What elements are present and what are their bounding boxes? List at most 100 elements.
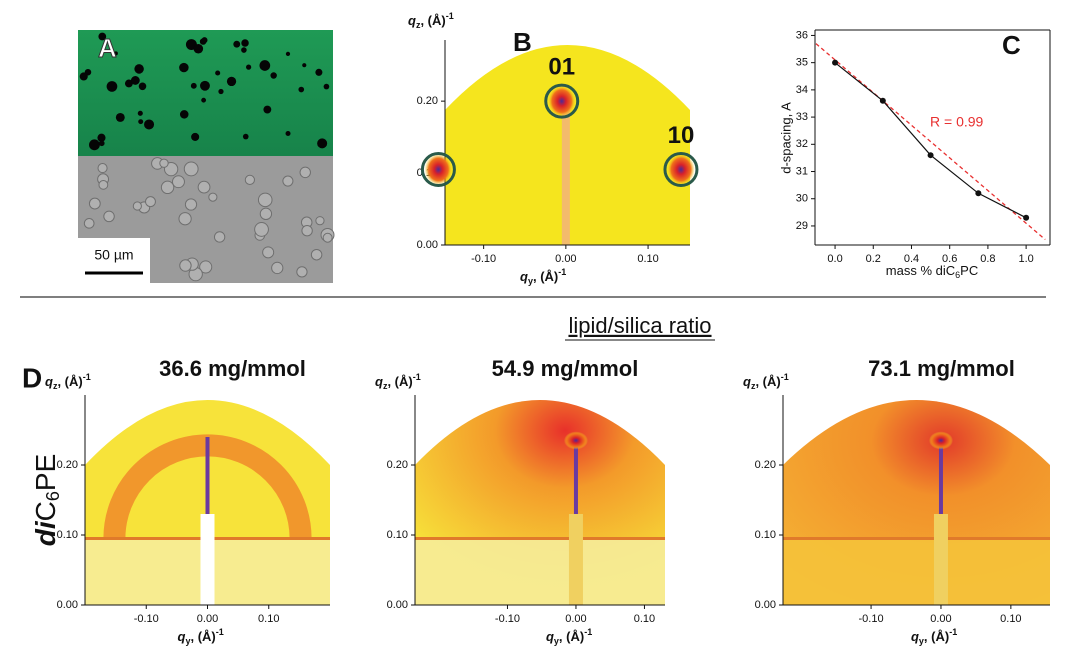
decor	[215, 70, 220, 75]
y-tick-label: 0.20	[387, 459, 408, 471]
x-axis-label: qy, (Å)-1	[911, 627, 957, 646]
decor	[161, 181, 173, 193]
y-tick-label: 35	[796, 57, 808, 69]
decor	[201, 98, 206, 103]
decor	[243, 134, 249, 140]
label-rest: PC	[960, 263, 978, 278]
label-main: mass % diC	[886, 263, 955, 278]
y-tick-label: 32	[796, 138, 808, 150]
decor	[133, 202, 141, 210]
decor	[198, 181, 210, 193]
x-axis-label: qy, (Å)-1	[178, 627, 224, 646]
superscript: -1	[216, 627, 224, 637]
superscript: -1	[413, 372, 421, 382]
decor	[246, 65, 251, 70]
label-main: C	[30, 501, 61, 521]
decor	[562, 101, 570, 245]
decor	[89, 198, 100, 209]
unit: , (Å)	[559, 629, 584, 644]
x-tick-label: 1.0	[1018, 253, 1033, 265]
y-tick-label: 31	[796, 165, 808, 177]
decor	[315, 69, 322, 76]
decor	[200, 38, 206, 44]
decor	[209, 193, 217, 201]
unit: , (Å)	[190, 629, 215, 644]
decor	[241, 39, 248, 46]
unit: , (Å)	[533, 269, 558, 284]
annotation: R = 0.99	[930, 114, 984, 130]
decor	[323, 233, 332, 242]
decor	[263, 106, 271, 114]
divider-label: lipid/silica ratio	[568, 313, 711, 338]
decor	[783, 539, 1050, 606]
decor	[255, 223, 269, 237]
superscript: -1	[584, 627, 592, 637]
plot-title: 73.1 mg/mmol	[868, 356, 1015, 381]
y-tick-label: 0.20	[755, 459, 776, 471]
decor	[283, 176, 293, 186]
decor	[185, 199, 196, 210]
y-tick-label: 0.10	[57, 529, 78, 541]
y-axis-label: qz, (Å)-1	[375, 372, 421, 391]
decor	[139, 83, 147, 91]
data-point	[928, 152, 934, 158]
x-axis-label: qy, (Å)-1	[520, 267, 566, 286]
symbol: q	[375, 374, 383, 389]
x-tick-label: 0.10	[637, 253, 658, 265]
decor	[270, 72, 276, 78]
decor	[144, 119, 154, 129]
symbol: q	[45, 374, 53, 389]
x-tick-label: 0.2	[866, 253, 881, 265]
x-tick-label: 0.00	[555, 253, 576, 265]
decor	[98, 164, 107, 173]
decor	[191, 133, 199, 141]
decor	[564, 432, 588, 450]
y-tick-label: 29	[796, 220, 808, 232]
decor	[233, 41, 240, 48]
decor	[302, 63, 306, 67]
y-tick-label: 36	[796, 29, 808, 41]
x-tick-label: -0.10	[471, 253, 496, 265]
subscript: 6	[43, 491, 63, 501]
y-tick-label: 30	[796, 193, 808, 205]
decor	[218, 89, 223, 94]
data-line	[835, 63, 1026, 218]
figure: A 50 µm lipid/silica ratio -0.100.000.10…	[0, 0, 1066, 650]
unit: , (Å)	[387, 374, 412, 389]
x-tick-label: 0.10	[634, 613, 655, 625]
decor	[286, 131, 291, 136]
micrograph	[78, 30, 334, 283]
decor	[80, 72, 88, 80]
symbol: q	[408, 13, 416, 28]
decor	[258, 193, 272, 207]
symbol: q	[178, 629, 186, 644]
decor	[84, 219, 94, 229]
x-tick-label: -0.10	[859, 613, 884, 625]
y-tick-label: 34	[796, 84, 808, 96]
decor	[194, 44, 204, 54]
symbol: q	[911, 629, 919, 644]
x-tick-label: 0.0	[827, 253, 842, 265]
decor	[131, 76, 140, 85]
superscript: -1	[949, 627, 957, 637]
decor	[311, 249, 321, 259]
peak-label: 01	[548, 53, 575, 80]
y-tick-label: 0.00	[57, 599, 78, 611]
decor	[569, 514, 583, 605]
decor	[227, 77, 236, 86]
symbol: q	[546, 629, 554, 644]
y-axis-label: qz, (Å)-1	[743, 372, 789, 391]
decor	[180, 110, 189, 119]
decor	[214, 232, 224, 242]
scale-bar-label: 50 µm	[94, 247, 133, 263]
decor	[300, 167, 310, 177]
x-axis-label: mass % diC6PC	[886, 263, 978, 280]
decor	[179, 63, 188, 72]
decor	[116, 113, 125, 122]
plot-title: 36.6 mg/mmol	[159, 356, 306, 381]
plot-title: 54.9 mg/mmol	[492, 356, 639, 381]
panel-label: B	[513, 27, 532, 57]
unit: , (Å)	[420, 13, 445, 28]
decor	[99, 140, 105, 146]
superscript: -1	[83, 372, 91, 382]
